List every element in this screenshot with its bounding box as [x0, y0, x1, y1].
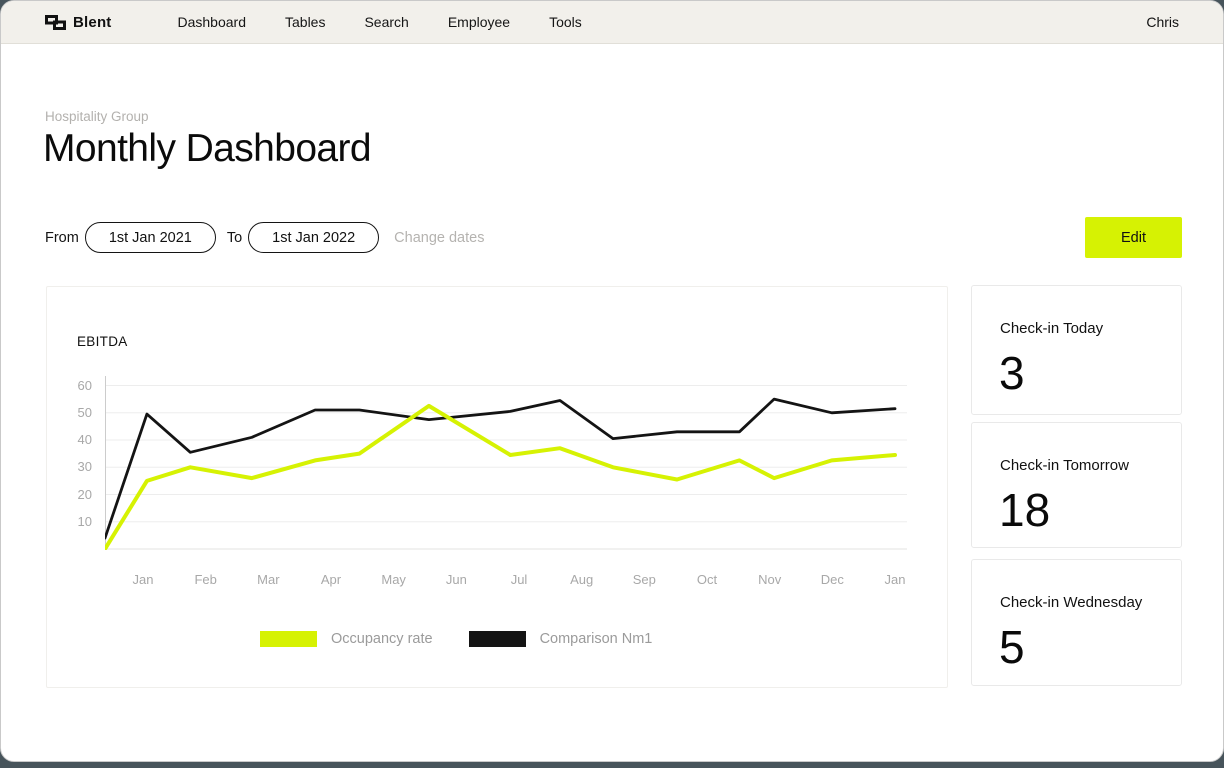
y-tick-label: 40	[77, 432, 92, 447]
nav-item-tables[interactable]: Tables	[285, 14, 326, 30]
x-tick-label: Jun	[445, 572, 467, 587]
nav-item-employee[interactable]: Employee	[447, 14, 511, 30]
checkin-card-label: Check-in Tomorrow	[1000, 457, 1129, 474]
ebitda-plot-svg	[105, 376, 907, 550]
ebitda-plot: 10 20 30 40 50 60 Jan Feb Mar Apr May Jun Jul Aug Sep…	[47, 372, 949, 612]
x-tick-label: Sep	[632, 572, 656, 587]
page-title: Monthly Dashboard	[43, 127, 372, 170]
legend-item-comparison-nm1: Comparison Nm1	[468, 631, 653, 647]
from-date-button[interactable]: 1st Jan 2021	[84, 222, 216, 253]
blent-logo-icon	[45, 14, 66, 30]
y-tick-label: 50	[77, 404, 92, 420]
x-tick-label: Dec	[820, 572, 844, 587]
checkin-card-value: 5	[999, 621, 1025, 673]
legend-label: Occupancy rate	[331, 631, 433, 647]
user-menu[interactable]: Chris	[1146, 14, 1179, 30]
checkin-card-value: 3	[999, 347, 1025, 399]
y-tick-label: 20	[77, 486, 92, 502]
group-eyebrow: Hospitality Group	[45, 109, 149, 124]
y-tick-label: 30	[77, 459, 92, 475]
x-tick-label: Aug	[570, 572, 594, 587]
edit-button[interactable]: Edit	[1085, 217, 1182, 258]
checkin-card-value: 18	[999, 484, 1051, 536]
x-tick-label: Apr	[320, 572, 342, 587]
checkin-card-label: Check-in Wednesday	[1000, 594, 1143, 611]
nav-item-search[interactable]: Search	[364, 14, 409, 30]
to-date-button[interactable]: 1st Jan 2022	[248, 222, 380, 253]
change-dates-link[interactable]: Change dates	[394, 229, 485, 246]
from-label: From	[45, 229, 79, 246]
y-tick-label: 10	[77, 513, 92, 529]
x-tick-label: Nov	[758, 572, 782, 587]
x-tick-label: Feb	[194, 572, 217, 587]
checkin-today-card: Check-in Today 3	[971, 285, 1182, 415]
x-tick-label: Jul	[510, 572, 528, 587]
x-tick-label: Mar	[257, 572, 280, 587]
x-tick-label: Oct	[696, 572, 718, 587]
chart-legend: Occupancy rate Comparison Nm1	[260, 631, 652, 647]
to-label: To	[226, 229, 243, 246]
x-tick-label: May	[381, 572, 406, 587]
checkin-tomorrow-card: Check-in Tomorrow 18	[971, 422, 1182, 548]
x-tick-label: Jan	[884, 572, 906, 587]
legend-item-occupancy-rate: Occupancy rate	[260, 631, 433, 647]
nav-item-dashboard[interactable]: Dashboard	[177, 14, 247, 30]
nav-item-tools[interactable]: Tools	[549, 14, 582, 30]
ebitda-chart-card: EBITDA 10 20 30 40 50 60 Jan Feb Mar Apr May Jun Ju…	[46, 286, 948, 688]
date-filter-row: From 1st Jan 2021 To 1st Jan 2022 Change…	[45, 222, 484, 253]
brand-logo[interactable]: Blent	[45, 14, 112, 31]
x-tick-label: Jan	[132, 572, 154, 587]
legend-label: Comparison Nm1	[539, 631, 653, 647]
checkin-card-label: Check-in Today	[1000, 320, 1104, 337]
checkin-wednesday-card: Check-in Wednesday 5	[971, 559, 1182, 686]
main-nav: Dashboard Tables Search Employee Tools	[178, 14, 582, 30]
legend-swatch-comparison-nm1	[468, 631, 526, 647]
y-tick-label: 60	[77, 377, 92, 393]
legend-swatch-occupancy-rate	[260, 631, 317, 647]
chart-title: EBITDA	[77, 334, 128, 349]
brand-name: Blent	[73, 13, 112, 31]
top-nav-bar: Blent Dashboard Tables Search Employee T…	[1, 1, 1223, 44]
